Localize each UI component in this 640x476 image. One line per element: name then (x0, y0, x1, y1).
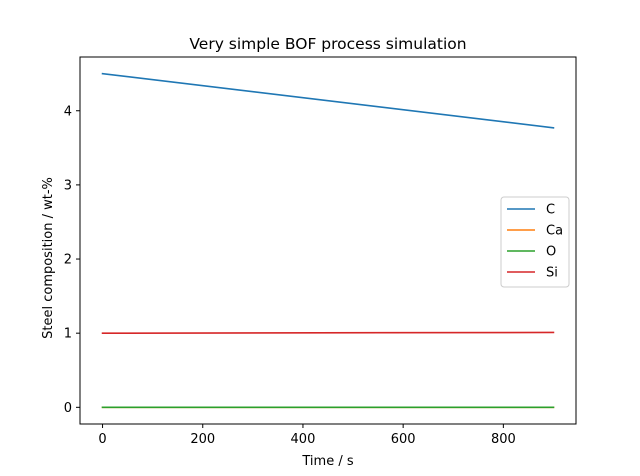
ticks-layer: 0 200 400 600 800 0 1 2 3 4 (64, 104, 516, 447)
y-tick-label: 4 (64, 104, 72, 119)
series-line-c (101, 72, 555, 129)
x-tick-label: 0 (98, 432, 106, 447)
series-line-si (101, 331, 555, 334)
legend-label-o: O (546, 245, 556, 260)
y-tick-label: 0 (64, 401, 72, 416)
x-axis-label: Time / s (301, 454, 353, 469)
x-tick-label: 200 (190, 432, 215, 447)
chart-title: Very simple BOF process simulation (189, 35, 466, 53)
x-tick-label: 600 (391, 432, 416, 447)
y-tick-label: 2 (64, 253, 72, 268)
legend-label-ca: Ca (546, 224, 563, 239)
y-tick-label: 1 (64, 327, 72, 342)
x-tick-label: 400 (291, 432, 316, 447)
x-tick-label: 800 (491, 432, 516, 447)
legend-box (500, 196, 570, 288)
y-tick-label: 3 (64, 178, 72, 193)
axes-frame (80, 57, 576, 424)
legend: C Ca O Si (500, 196, 570, 288)
legend-label-si: Si (546, 266, 558, 281)
series-layer (101, 72, 555, 409)
axes-spines (79, 56, 577, 425)
y-axis-label: Steel composition / wt-% (41, 177, 56, 339)
legend-label-c: C (546, 203, 555, 218)
plot-area (80, 57, 576, 424)
